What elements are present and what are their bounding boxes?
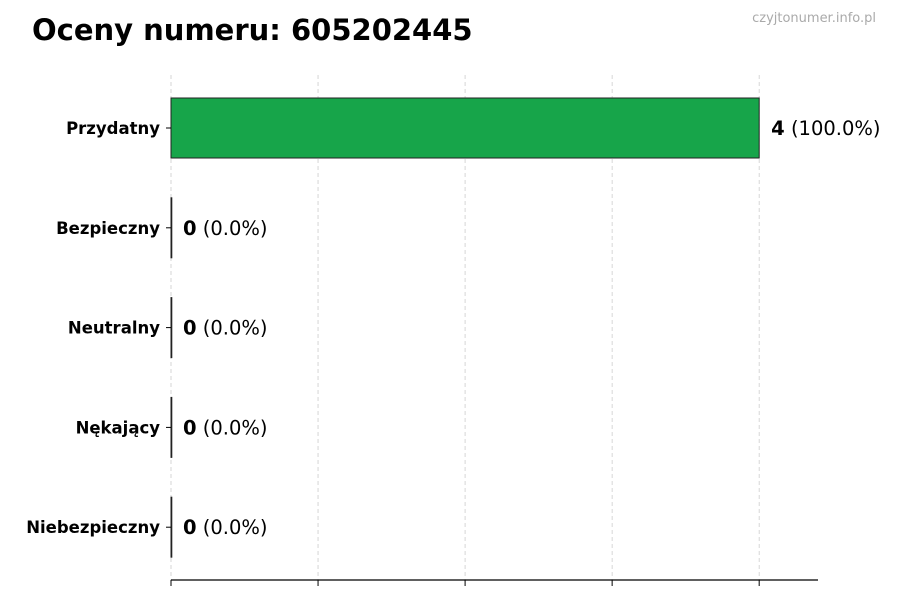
data-label-percent: (0.0%) (197, 416, 268, 439)
y-tick-label: Neutralny (68, 319, 160, 338)
data-label: 0 (0.0%) (183, 516, 268, 539)
data-label-percent: (0.0%) (197, 217, 268, 240)
data-label: 0 (0.0%) (183, 217, 268, 240)
y-tick-label: Bezpieczny (56, 219, 160, 238)
bar (170, 396, 173, 458)
watermark: czyjtonumer.info.pl (752, 11, 876, 26)
bar (170, 197, 173, 259)
bar (170, 496, 173, 558)
y-tick-label: Nękający (76, 418, 161, 437)
data-label: 4 (100.0%) (771, 117, 880, 140)
y-tick-label: Przydatny (66, 119, 160, 138)
data-label: 0 (0.0%) (183, 416, 268, 439)
data-label-percent: (0.0%) (197, 317, 268, 340)
bar (170, 97, 760, 159)
data-label-percent: (0.0%) (197, 516, 268, 539)
bar (170, 297, 173, 359)
data-label-value: 0 (183, 217, 197, 240)
data-label-value: 4 (771, 117, 785, 140)
data-label-percent: (100.0%) (785, 117, 881, 140)
data-label-value: 0 (183, 317, 197, 340)
chart-title: Oceny numeru: 605202445 (32, 13, 473, 47)
data-label-value: 0 (183, 416, 197, 439)
data-label: 0 (0.0%) (183, 317, 268, 340)
data-label-value: 0 (183, 516, 197, 539)
y-tick-label: Niebezpieczny (26, 518, 160, 537)
